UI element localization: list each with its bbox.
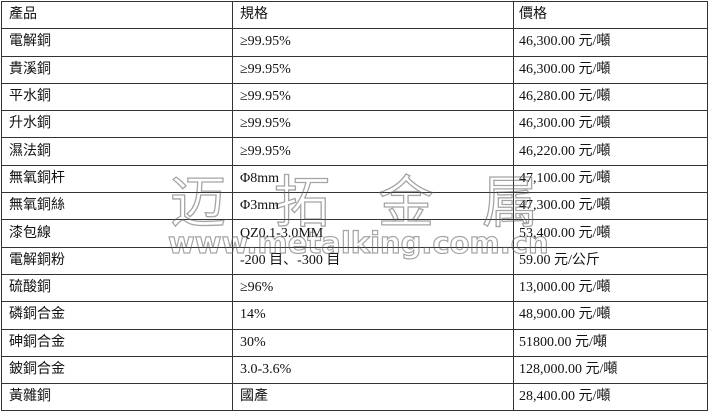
table-row: 平水銅 ≥99.95% 46,280.00 元/噸 [1, 82, 708, 112]
cell-price: 28,400.00 元/噸 [513, 383, 708, 412]
table-row: 鈹銅合金 3.0-3.6% 128,000.00 元/噸 [1, 355, 708, 385]
table-row: 升水銅 ≥99.95% 46,300.00 元/噸 [1, 110, 708, 139]
cell-product: 無氧銅杆 [1, 164, 233, 194]
cell-price: 51800.00 元/噸 [513, 328, 708, 357]
cell-spec: 30% [232, 328, 514, 357]
table-row: 電解銅 ≥99.95% 46,300.00 元/噸 [1, 28, 708, 57]
table-row: 貴溪銅 ≥99.95% 46,300.00 元/噸 [1, 55, 708, 84]
cell-product: 貴溪銅 [1, 55, 233, 84]
cell-spec: ≥96% [232, 273, 514, 303]
cell-spec: 國產 [232, 383, 514, 412]
cell-price: 48,900.00 元/噸 [513, 301, 708, 330]
cell-price: 46,300.00 元/噸 [513, 28, 708, 57]
cell-spec: Φ8mm [232, 164, 514, 194]
table-row: 砷銅合金 30% 51800.00 元/噸 [1, 328, 708, 357]
header-price: 價格 [513, 0, 708, 30]
cell-product: 升水銅 [1, 110, 233, 139]
cell-product: 平水銅 [1, 82, 233, 112]
header-spec: 規格 [232, 0, 514, 30]
table-row: 漆包線 QZ0.1-3.0MM 53,400.00 元/噸 [1, 219, 708, 248]
cell-price: 46,300.00 元/噸 [513, 55, 708, 84]
cell-product: 黃雜銅 [1, 383, 233, 412]
cell-price: 13,000.00 元/噸 [513, 273, 708, 303]
table-row: 無氧銅絲 Φ3mm 47,300.00 元/噸 [1, 192, 708, 221]
table-row: 電解銅粉 -200 目、-300 目 59.00 元/公斤 [1, 246, 708, 275]
cell-spec: 3.0-3.6% [232, 355, 514, 385]
cell-product: 濕法銅 [1, 137, 233, 166]
cell-spec: ≥99.95% [232, 55, 514, 84]
cell-spec: ≥99.95% [232, 82, 514, 112]
cell-price: 53,400.00 元/噸 [513, 219, 708, 248]
cell-spec: -200 目、-300 目 [232, 246, 514, 275]
cell-price: 128,000.00 元/噸 [513, 355, 708, 385]
cell-product: 電解銅 [1, 28, 233, 57]
table-row: 黃雜銅 國產 28,400.00 元/噸 [1, 383, 708, 412]
cell-spec: ≥99.95% [232, 28, 514, 57]
cell-price: 47,300.00 元/噸 [513, 192, 708, 221]
cell-spec: QZ0.1-3.0MM [232, 219, 514, 248]
cell-spec: Φ3mm [232, 192, 514, 221]
cell-price: 47,100.00 元/噸 [513, 164, 708, 194]
cell-product: 漆包線 [1, 219, 233, 248]
table-row: 無氧銅杆 Φ8mm 47,100.00 元/噸 [1, 164, 708, 194]
cell-product: 鈹銅合金 [1, 355, 233, 385]
cell-price: 59.00 元/公斤 [513, 246, 708, 275]
cell-product: 砷銅合金 [1, 328, 233, 357]
cell-spec: ≥99.95% [232, 110, 514, 139]
cell-product: 電解銅粉 [1, 246, 233, 275]
cell-product: 無氧銅絲 [1, 192, 233, 221]
cell-price: 46,280.00 元/噸 [513, 82, 708, 112]
cell-spec: 14% [232, 301, 514, 330]
table-row: 硫酸銅 ≥96% 13,000.00 元/噸 [1, 273, 708, 303]
cell-product: 硫酸銅 [1, 273, 233, 303]
cell-product: 磷銅合金 [1, 301, 233, 330]
cell-price: 46,300.00 元/噸 [513, 110, 708, 139]
cell-spec: ≥99.95% [232, 137, 514, 166]
cell-price: 46,220.00 元/噸 [513, 137, 708, 166]
header-row: 產品 規格 價格 [1, 0, 708, 30]
table-row: 磷銅合金 14% 48,900.00 元/噸 [1, 301, 708, 330]
header-product: 產品 [1, 0, 233, 30]
table-row: 濕法銅 ≥99.95% 46,220.00 元/噸 [1, 137, 708, 166]
